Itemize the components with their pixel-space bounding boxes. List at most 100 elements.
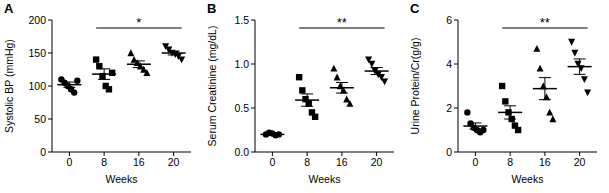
point [581,76,588,83]
error-bar [376,68,377,75]
x-tick-label: 0 [269,156,275,168]
point [127,49,134,56]
y-tick-label: 1.5 [234,14,249,26]
y-tick-label: 0 [446,146,452,158]
error-cap [574,74,586,75]
point [330,65,337,72]
error-bar [104,69,105,80]
x-tick-label: 0 [66,156,72,168]
point [533,45,540,52]
error-bar [341,82,342,93]
y-tick [251,108,255,109]
panel: A050100150200Systolic BP (mmHg)081620Wee… [3,1,191,185]
significance-label: ** [337,15,347,30]
error-cap [301,106,313,107]
error-cap [133,67,145,68]
data [57,43,185,96]
y-tick-label: 100 [28,80,46,92]
significance-label: ** [540,15,550,30]
point [571,50,578,57]
y-tick [48,86,52,87]
y-tick [251,64,255,65]
y-tick [454,152,458,153]
error-cap [371,74,383,75]
y-tick [251,152,255,153]
point [178,56,185,63]
panel-label: C [410,1,420,16]
error-cap [469,129,481,130]
error-cap [539,99,551,100]
point [93,56,99,62]
error-cap [133,60,145,61]
error-bar [307,94,308,106]
panel: C0246Urine Protein/Cr(g/g)081620Weeks** [409,1,597,185]
error-cap [336,82,348,83]
point [549,115,556,122]
mean-line [260,134,284,136]
x-tick-label: 8 [304,156,310,168]
point [546,109,553,116]
y-tick [454,108,458,109]
significance-label: * [136,15,141,30]
point [143,69,150,76]
x-tick-label: 8 [101,156,107,168]
x-axis-label: Weeks [309,173,341,185]
point [464,109,470,115]
x-axis-label: Weeks [512,173,544,185]
y-tick [48,20,52,21]
y-tick-label: 50 [34,113,46,125]
y-axis-label: Serum Creatinine (mg/dL) [206,26,218,147]
point [343,96,350,103]
y-axis [458,20,459,152]
error-bar [138,61,139,68]
error-cap [469,122,481,123]
error-cap [98,68,110,69]
point [106,86,112,92]
error-cap [504,119,516,120]
y-axis [255,20,256,152]
panel-label: B [207,1,216,16]
x-tick-label: 16 [539,156,551,168]
y-tick-label: 2 [446,102,452,114]
error-cap [301,93,313,94]
y-tick-label: 0.0 [234,146,249,158]
point [312,114,318,120]
x-tick-label: 20 [574,156,586,168]
x-tick-label: 8 [507,156,513,168]
error-cap [266,135,278,136]
y-tick [454,64,458,65]
point [584,89,591,96]
y-tick [454,20,458,21]
error-cap [63,87,75,88]
point [499,83,505,89]
error-cap [98,79,110,80]
error-bar [475,123,476,129]
x-axis [52,152,191,153]
panel-label: A [4,1,14,16]
point [480,127,486,133]
data [260,56,388,138]
error-bar [69,82,70,87]
y-tick-label: 4 [446,58,452,70]
x-axis [458,152,597,153]
y-axis-label: Systolic BP (mmHg) [3,39,15,133]
x-tick-label: 0 [472,156,478,168]
error-bar [579,59,580,74]
y-tick-label: 6 [446,14,452,26]
point [502,98,508,104]
error-cap [168,51,180,52]
point [71,89,77,95]
point [74,78,80,84]
point [515,127,521,133]
error-cap [266,133,278,134]
y-tick [48,152,52,153]
point [299,87,305,93]
y-tick-label: 0.5 [234,102,249,114]
x-tick-label: 20 [168,156,180,168]
error-cap [574,58,586,59]
error-bar [510,106,511,119]
error-cap [371,67,383,68]
figure: A050100150200Systolic BP (mmHg)081620Wee… [0,0,609,193]
error-cap [336,93,348,94]
panel: B0.00.51.01.5Serum Creatinine (mg/dL)081… [206,1,394,185]
